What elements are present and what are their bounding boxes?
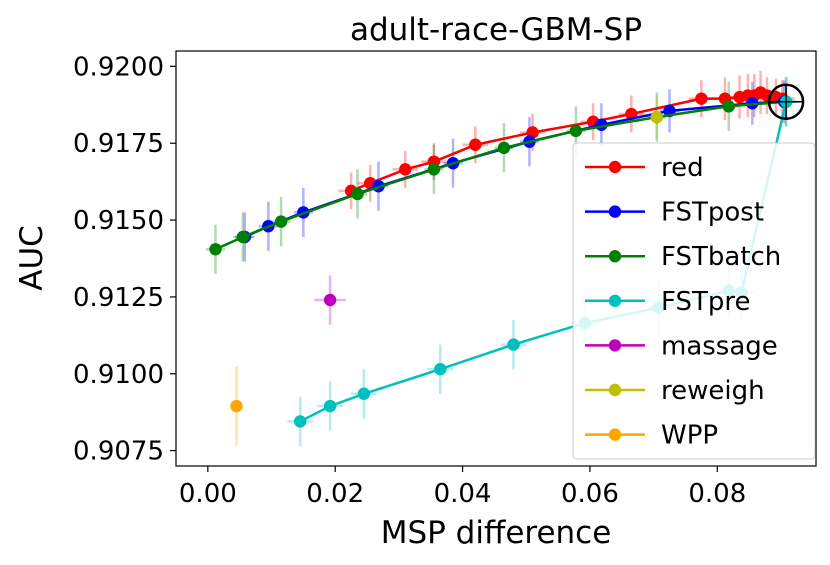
FSTbatch-data-point: [497, 141, 511, 155]
y-axis-label: AUC: [14, 225, 50, 291]
x-tick-label: 0.08: [688, 479, 746, 509]
reweigh-data-point: [650, 110, 663, 124]
massage-data-point: [323, 293, 337, 307]
FSTbatch-data-point: [722, 100, 735, 113]
legend-box: [572, 142, 816, 460]
y-tick-label: 0.9150: [73, 206, 164, 236]
x-axis-label: MSP difference: [381, 515, 612, 551]
legend-swatch-marker: [608, 428, 622, 441]
legend-swatch-marker: [608, 160, 622, 174]
chart-title: adult-race-GBM-SP: [350, 12, 642, 48]
FSTbatch-data-point: [274, 215, 288, 228]
FSTbatch-data-point: [351, 187, 364, 201]
FSTpre-data-point: [323, 399, 337, 413]
legend-label: WPP: [661, 421, 718, 451]
y-tick-label: 0.9100: [73, 360, 164, 390]
FSTbatch-data-point: [236, 230, 250, 244]
red-data-point: [399, 163, 412, 176]
legend-swatch-marker: [608, 205, 622, 218]
legend-label: FSTbatch: [661, 242, 781, 272]
y-tick-label: 0.9075: [73, 437, 164, 467]
y-tick-label: 0.9175: [73, 129, 164, 159]
red-data-point: [695, 92, 708, 105]
FSTpre-data-point: [357, 387, 371, 400]
FSTbatch-data-point: [209, 243, 222, 256]
FSTbatch-series-line: [214, 100, 787, 251]
x-tick-label: 0.02: [306, 479, 364, 509]
y-tick-label: 0.9125: [73, 283, 164, 313]
FSTpre-data-point: [434, 362, 447, 376]
x-tick-label: 0.00: [179, 479, 237, 509]
legend-swatch-marker: [608, 250, 622, 263]
legend-swatch-marker: [608, 339, 622, 352]
legend-swatch-marker: [608, 383, 622, 397]
x-tick-label: 0.04: [434, 479, 492, 509]
FSTpre-data-point: [293, 415, 307, 428]
plot-area-frame: [175, 50, 817, 467]
legend-label: FSTpost: [661, 198, 764, 228]
y-tick-label: 0.9200: [73, 52, 164, 82]
FSTpre-data-point: [507, 338, 520, 351]
FSTbatch-data-point: [427, 163, 441, 176]
legend-swatch-marker: [608, 294, 622, 307]
legend-label: FSTpre: [661, 287, 751, 317]
WPP-data-point: [230, 399, 243, 413]
FSTbatch-data-point: [569, 124, 583, 138]
legend-label: red: [661, 153, 704, 183]
legend-label: reweigh: [661, 376, 765, 406]
red-data-point: [469, 138, 482, 151]
x-tick-label: 0.06: [561, 479, 619, 509]
legend-label: massage: [661, 331, 778, 361]
